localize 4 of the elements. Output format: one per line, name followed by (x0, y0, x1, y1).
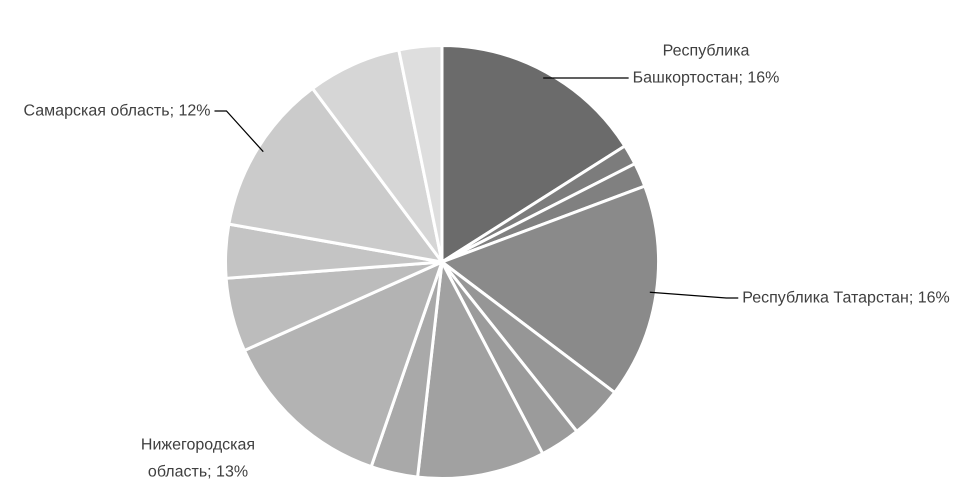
slice-label: Нижегородская область; 13% (140, 436, 256, 480)
slice-label: Самарская область; 12% (24, 102, 210, 120)
slice-label: Республика Татарстан; 16% (742, 289, 950, 306)
slice-label: Республика Башкортостан; 16% (632, 42, 780, 86)
